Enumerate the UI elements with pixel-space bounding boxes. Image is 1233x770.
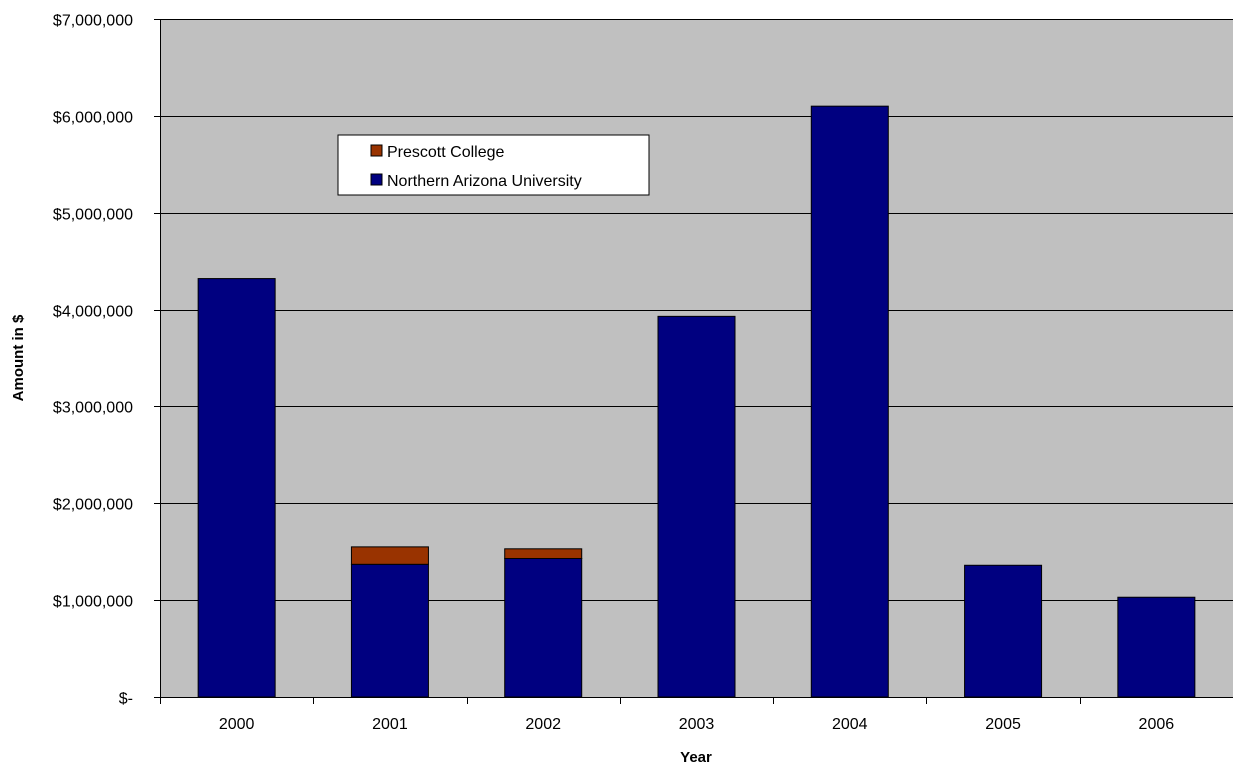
y-tick-label: $4,000,000 <box>53 304 133 321</box>
bar-northern-arizona-university-2000 <box>197 278 276 698</box>
y-tick-label: $6,000,000 <box>53 110 133 127</box>
y-tick-label: $7,000,000 <box>53 13 133 30</box>
bar-northern-arizona-university-2006 <box>1117 596 1196 698</box>
x-tick-label: 2001 <box>372 716 408 733</box>
x-tick-label: 2004 <box>832 716 868 733</box>
legend-label-prescott-college: Prescott College <box>387 144 504 161</box>
x-tick-label: 2006 <box>1139 716 1175 733</box>
y-tick-label: $2,000,000 <box>53 497 133 514</box>
x-tick-label: 2005 <box>985 716 1021 733</box>
bar-northern-arizona-university-2002 <box>504 557 583 698</box>
y-tick-label: $1,000,000 <box>53 594 133 611</box>
x-axis-title: Year <box>680 749 712 765</box>
bar-northern-arizona-university-2001 <box>350 563 429 698</box>
axes: $- $1,000,000 $2,000,000 $3,000,000 $4,000,0… <box>53 13 1233 733</box>
y-tick-label: $- <box>119 691 133 708</box>
y-tick-label: $3,000,000 <box>53 400 133 417</box>
y-axis-title: Amount in $ <box>10 314 27 401</box>
x-tick-label: 2002 <box>525 716 561 733</box>
bars <box>197 105 1196 698</box>
x-tick-label: 2000 <box>219 716 255 733</box>
legend-swatch-northern-arizona-university <box>370 173 383 186</box>
legend: Prescott College Northern Arizona Univer… <box>337 134 650 196</box>
bar-prescott-college-2001 <box>350 546 429 565</box>
bar-northern-arizona-university-2003 <box>657 315 736 698</box>
y-tick-label: $5,000,000 <box>53 207 133 224</box>
x-tick-label: 2003 <box>679 716 715 733</box>
legend-label-northern-arizona-university: Northern Arizona University <box>387 173 582 190</box>
legend-swatch-prescott-college <box>370 144 383 157</box>
bar-northern-arizona-university-2005 <box>964 564 1043 698</box>
legend-box <box>337 134 650 196</box>
bar-northern-arizona-university-2004 <box>810 105 889 698</box>
bar-prescott-college-2002 <box>504 548 583 559</box>
